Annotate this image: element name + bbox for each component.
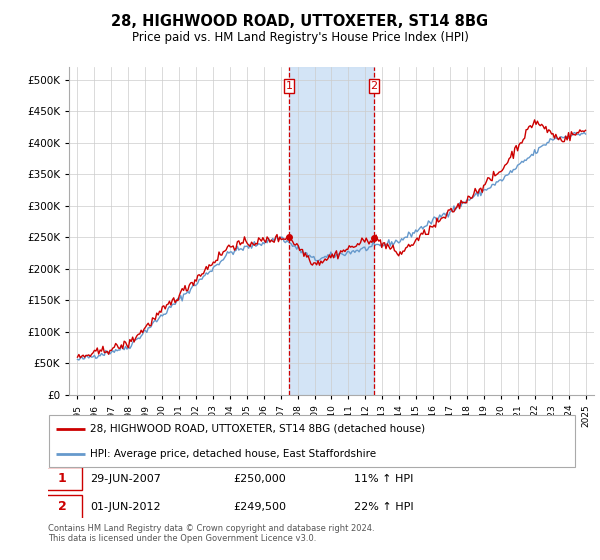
Text: £249,500: £249,500 bbox=[233, 502, 286, 512]
Text: 1: 1 bbox=[286, 81, 293, 91]
Text: 1: 1 bbox=[58, 472, 67, 485]
Text: 01-JUN-2012: 01-JUN-2012 bbox=[90, 502, 161, 512]
Text: 28, HIGHWOOD ROAD, UTTOXETER, ST14 8BG: 28, HIGHWOOD ROAD, UTTOXETER, ST14 8BG bbox=[112, 14, 488, 29]
Text: 22% ↑ HPI: 22% ↑ HPI bbox=[354, 502, 414, 512]
FancyBboxPatch shape bbox=[43, 496, 82, 519]
Text: 2: 2 bbox=[58, 501, 67, 514]
Text: HPI: Average price, detached house, East Staffordshire: HPI: Average price, detached house, East… bbox=[90, 449, 376, 459]
FancyBboxPatch shape bbox=[43, 467, 82, 491]
Text: Price paid vs. HM Land Registry's House Price Index (HPI): Price paid vs. HM Land Registry's House … bbox=[131, 31, 469, 44]
Text: 11% ↑ HPI: 11% ↑ HPI bbox=[354, 474, 413, 484]
Text: 28, HIGHWOOD ROAD, UTTOXETER, ST14 8BG (detached house): 28, HIGHWOOD ROAD, UTTOXETER, ST14 8BG (… bbox=[90, 424, 425, 434]
Text: £250,000: £250,000 bbox=[233, 474, 286, 484]
Text: Contains HM Land Registry data © Crown copyright and database right 2024.
This d: Contains HM Land Registry data © Crown c… bbox=[48, 524, 374, 543]
Text: 2: 2 bbox=[370, 81, 377, 91]
FancyBboxPatch shape bbox=[49, 416, 575, 466]
Bar bbox=[289, 67, 374, 395]
Text: 29-JUN-2007: 29-JUN-2007 bbox=[90, 474, 161, 484]
